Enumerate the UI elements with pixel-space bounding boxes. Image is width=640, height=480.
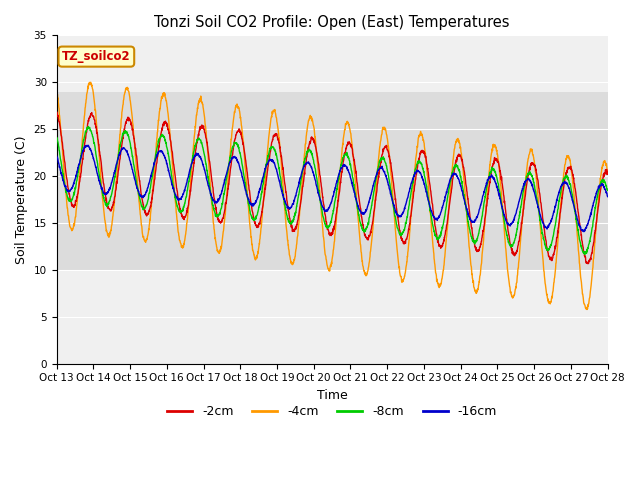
Legend: -2cm, -4cm, -8cm, -16cm: -2cm, -4cm, -8cm, -16cm [162, 400, 502, 423]
Bar [56, 92, 608, 270]
Title: Tonzi Soil CO2 Profile: Open (East) Temperatures: Tonzi Soil CO2 Profile: Open (East) Temp… [154, 15, 510, 30]
X-axis label: Time: Time [317, 389, 348, 402]
Text: TZ_soilco2: TZ_soilco2 [62, 50, 131, 63]
Y-axis label: Soil Temperature (C): Soil Temperature (C) [15, 135, 28, 264]
